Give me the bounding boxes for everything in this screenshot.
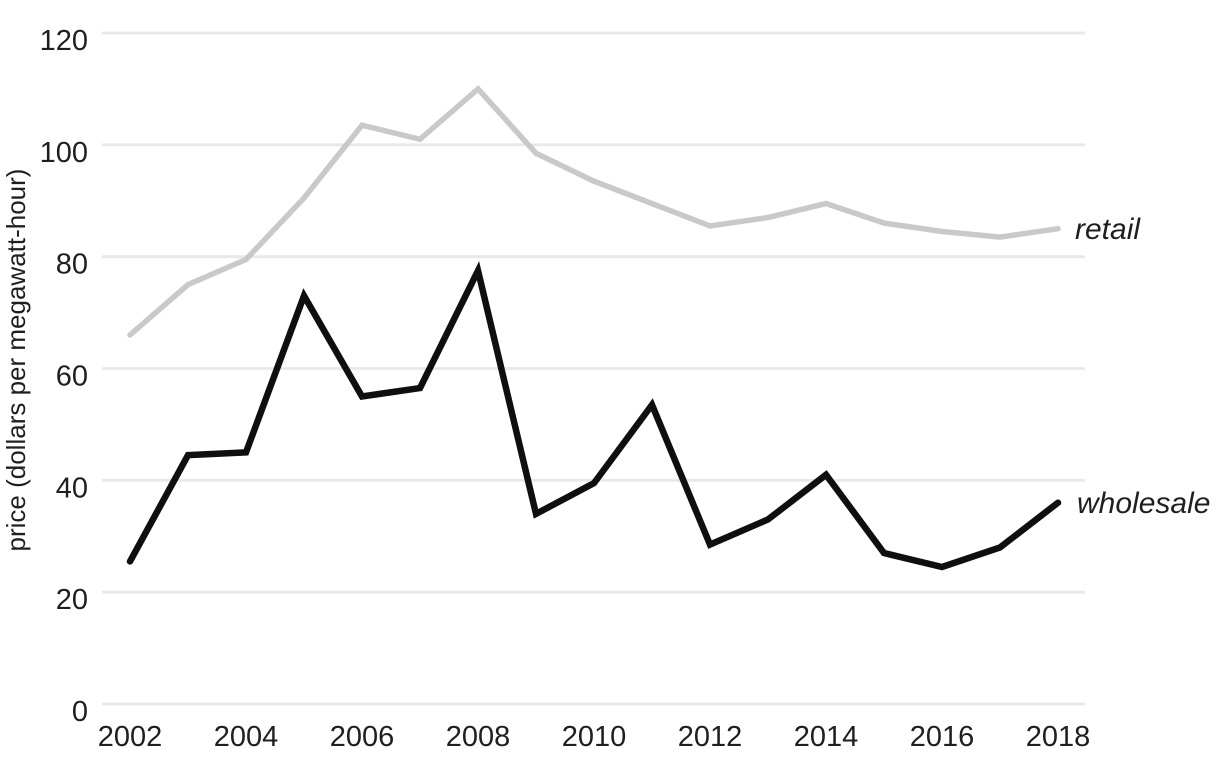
x-tick-label-2008: 2008 bbox=[446, 721, 511, 753]
series-lines bbox=[126, 85, 1062, 571]
x-tick-label-2016: 2016 bbox=[910, 721, 975, 753]
x-tick-label-2002: 2002 bbox=[98, 721, 163, 753]
series-end-labels: retail wholesale bbox=[1075, 213, 1210, 520]
retail-series-label: retail bbox=[1075, 213, 1141, 246]
x-tick-label-2014: 2014 bbox=[794, 721, 859, 753]
wholesale-series-label: wholesale bbox=[1077, 487, 1210, 520]
wholesale-line bbox=[126, 261, 1062, 571]
y-tick-label-80: 80 bbox=[56, 249, 88, 281]
x-tick-label-2004: 2004 bbox=[214, 721, 279, 753]
y-axis-title: price (dollars per megawatt-hour) bbox=[1, 169, 31, 552]
retail-line bbox=[127, 85, 1061, 338]
y-tick-label-0: 0 bbox=[72, 696, 88, 728]
x-tick-label-2010: 2010 bbox=[562, 721, 627, 753]
x-tick-label-2018: 2018 bbox=[1026, 721, 1091, 753]
x-tick-label-2006: 2006 bbox=[330, 721, 395, 753]
x-tick-label-2012: 2012 bbox=[678, 721, 743, 753]
y-tick-label-20: 20 bbox=[56, 584, 88, 616]
y-tick-label-40: 40 bbox=[56, 472, 88, 504]
x-axis-tick-labels: 2002 2004 2006 2008 2010 2012 2014 2016 2018 bbox=[98, 721, 1091, 753]
y-tick-label-100: 100 bbox=[40, 137, 88, 169]
y-tick-label-120: 120 bbox=[40, 25, 88, 57]
y-axis-tick-labels: 0 20 40 60 80 100 120 bbox=[40, 25, 88, 728]
y-tick-label-60: 60 bbox=[56, 361, 88, 393]
gridlines bbox=[102, 31, 1085, 706]
